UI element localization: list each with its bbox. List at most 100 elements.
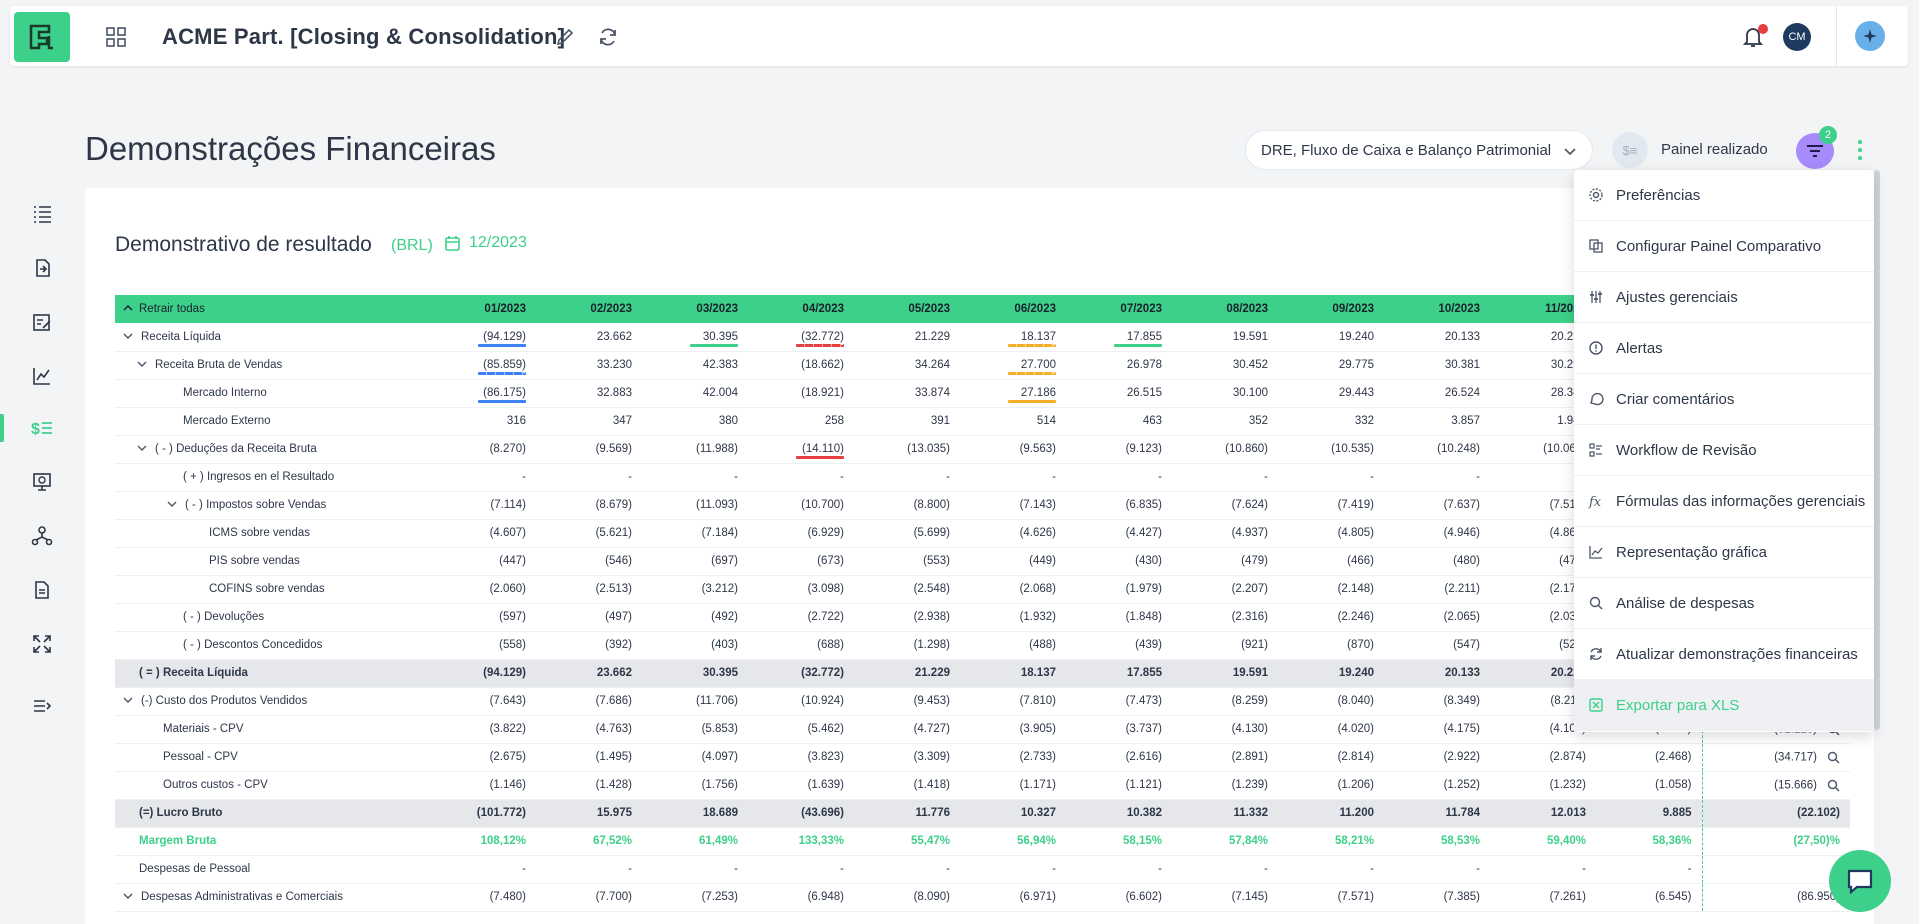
value-cell: 27.700 [960,351,1066,380]
menu-item-label: Atualizar demonstrações financeiras [1616,645,1858,663]
value-cell: (7.419) [1278,491,1384,520]
sidebar-org-tree-icon[interactable] [28,522,56,550]
value-cell: (597) [430,603,536,632]
edit-pencil-icon[interactable] [554,26,576,53]
value-cell: (4.946) [1384,519,1490,548]
cell-value: (2.874) [1549,751,1586,763]
cell-value: (11.988) [696,443,738,455]
cell-value: (1.495) [595,751,632,763]
collapse-all-toggle[interactable]: Retrair todas [115,295,430,323]
cell-value: (2.548) [913,583,950,595]
value-cell: (1.146) [430,771,536,800]
value-cell: (34.717) [1701,743,1850,772]
cell-value: (488) [1029,639,1056,651]
cell-value: (403) [711,639,738,651]
value-cell: 34.264 [854,351,960,380]
cell-value: 30.452 [1232,359,1268,371]
apps-grid-icon[interactable] [105,26,127,48]
cell-value: (2.060) [489,583,526,595]
cell-value: 33.874 [914,387,950,399]
support-chat-button[interactable] [1829,850,1891,912]
value-cell: (1.239) [1172,771,1278,800]
menu-item[interactable]: Alertas [1574,323,1874,374]
chevron-down-icon[interactable] [123,332,133,340]
value-cell: 30.395 [642,323,748,352]
menu-item[interactable]: Atualizar demonstrações financeiras [1574,629,1874,680]
value-cell: 21.229 [854,659,960,688]
cell-value: (1.058) [1655,779,1692,791]
menu-item[interactable]: Workflow de Revisão [1574,425,1874,476]
sidebar-report-edit-icon[interactable] [28,308,56,336]
cell-value: 30.100 [1232,387,1268,399]
cell-value: (2.675) [489,751,526,763]
cell-value: 58,15% [1122,835,1162,847]
chat-bubble-icon [1847,869,1873,895]
cell-value: 29.775 [1338,359,1374,371]
cell-value: (3.905) [1019,723,1056,735]
statement-type-select[interactable]: DRE, Fluxo de Caixa e Balanço Patrimonia… [1245,130,1593,170]
value-cell: (27,50)% [1701,827,1850,856]
column-header: 07/2023 [1066,295,1172,323]
value-cell: 58,21% [1278,827,1384,856]
row-label-cell: Margem Bruta [115,827,430,856]
search-icon[interactable] [1827,779,1840,792]
sidebar-dashboard-icon[interactable] [28,468,56,496]
menu-item[interactable]: Análise de despesas [1574,578,1874,629]
sidebar-chart-line-icon[interactable] [28,362,56,390]
value-cell: (11.988) [642,435,748,464]
sidebar-document-icon[interactable] [28,576,56,604]
cell-value: 12.013 [1550,807,1586,819]
refresh-icon[interactable] [596,25,620,54]
value-cell: (558) [430,631,536,660]
menu-item[interactable]: Preferências [1574,170,1874,221]
ai-assistant-button[interactable] [1855,21,1885,51]
value-cell: (3.823) [748,743,854,772]
period-date-picker[interactable]: 12/2023 [444,234,527,252]
sidebar-collapse-menu-icon[interactable] [28,692,56,720]
menu-item[interactable]: Configurar Painel Comparativo [1574,221,1874,272]
user-avatar[interactable]: CM [1783,23,1811,51]
menu-item[interactable]: Exportar para XLS [1574,680,1874,731]
app-logo[interactable] [14,12,70,62]
more-options-icon[interactable] [1855,138,1865,167]
menu-item[interactable]: fx Fórmulas das informações gerenciais [1574,476,1874,527]
row-label-cell: (-) Custo dos Produtos Vendidos [115,687,430,716]
sidebar-expand-icon[interactable] [28,630,56,658]
chevron-down-icon[interactable] [137,360,147,368]
cell-value: 26.515 [1126,387,1162,399]
value-cell: 23.662 [536,323,642,352]
sidebar-import-icon[interactable] [28,254,56,282]
sidebar-financial-statements-icon[interactable]: $ [28,414,56,442]
value-cell: 30.452 [1172,351,1278,380]
cell-value: (6.948) [807,891,844,903]
cell-value: (6.971) [1019,891,1056,903]
value-cell: 3.857 [1384,407,1490,436]
cell-value: 55,47% [910,835,950,847]
value-cell: (3.905) [960,715,1066,744]
cell-value: (2.065) [1443,611,1480,623]
cell-value: (4.020) [1337,723,1374,735]
cell-value: (3.309) [913,751,950,763]
menu-item[interactable]: Criar comentários [1574,374,1874,425]
row-label-cell: ( - ) Devoluções [115,603,430,632]
cell-value: (7.385) [1443,891,1480,903]
menu-item[interactable]: Representação gráfica [1574,527,1874,578]
sidebar-list-icon[interactable] [28,200,56,228]
cell-value: (2.148) [1337,583,1374,595]
search-icon[interactable] [1827,751,1840,764]
chevron-down-icon[interactable] [167,500,177,508]
value-cell: (6.602) [1066,883,1172,912]
cell-value: (5.462) [807,723,844,735]
notification-bell-icon[interactable] [1742,25,1764,54]
value-cell: (1.932) [960,603,1066,632]
cell-value: (43.696) [801,807,844,819]
chevron-down-icon[interactable] [123,892,133,900]
chevron-down-icon[interactable] [137,444,147,452]
chevron-down-icon[interactable] [123,696,133,704]
row-label-cell: ( + ) Ingresos en el Resultado [115,463,430,492]
menu-item[interactable]: Ajustes gerenciais [1574,272,1874,323]
page-scrollbar[interactable] [1874,170,1880,730]
table-row[interactable]: Despesas Administrativas e Comerciais (7.… [115,883,1850,912]
value-cell: 391 [854,407,960,436]
panel-realized-label[interactable]: Painel realizado [1661,141,1768,158]
